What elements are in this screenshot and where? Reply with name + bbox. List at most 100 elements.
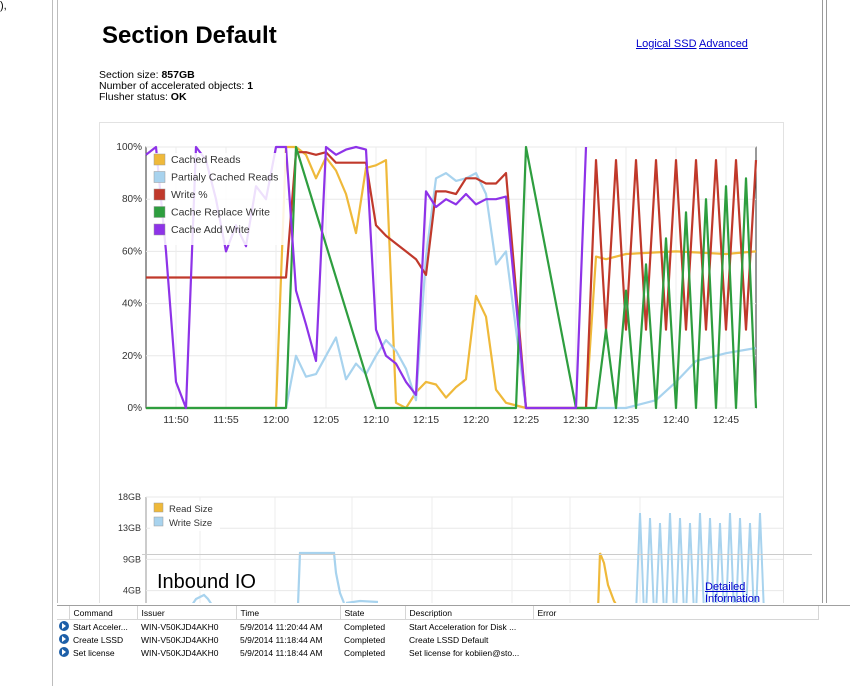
chart1-legend-label: Cached Reads — [171, 154, 240, 166]
chart1-legend-label: Write % — [171, 189, 208, 201]
task-command: Create LSSD — [73, 634, 124, 645]
series-line-partialy-cached-reads — [146, 171, 757, 410]
scrollbar-track-edge-outer — [826, 0, 827, 603]
task-table: Command Issuer Time State Description Er… — [57, 606, 819, 659]
accelerated-objects-value: 1 — [247, 80, 254, 92]
chart2-y-tick-label: 18GB — [118, 492, 141, 502]
chart1-legend-swatch — [153, 153, 166, 166]
section-links: Logical SSD Advanced — [636, 38, 748, 50]
task-row[interactable]: Set license WIN-V50KJD4AKH0 5/9/2014 11:… — [57, 646, 818, 659]
y-tick-label: 40% — [122, 299, 142, 310]
panel-border — [57, 0, 58, 603]
page-title: Section Default — [102, 22, 277, 49]
section-content: Section Default Logical SSD Advanced Sec… — [58, 0, 822, 603]
x-tick-label: 12:30 — [563, 414, 589, 426]
task-error — [533, 620, 818, 634]
y-tick-label: 80% — [122, 194, 142, 205]
flusher-status-label: Flusher status: — [99, 91, 171, 103]
series-line-read-size — [597, 552, 617, 603]
task-time: 5/9/2014 11:20:44 AM — [240, 621, 323, 632]
cache-stats-chart: 100% 80% 60% 40% 20% 0% 11:50 11:55 12:00 12:05 12… — [116, 142, 783, 603]
panel-divider — [52, 0, 53, 686]
chart1-legend-swatch — [153, 206, 166, 218]
x-tick-label: 12:00 — [263, 414, 289, 426]
chart1-legend-label: Cache Add Write — [171, 224, 250, 236]
task-header-description[interactable]: Description — [405, 606, 534, 620]
chart1-legend-label: Cache Replace Write — [171, 207, 270, 219]
accelerated-objects-row: Number of accelerated objects: 1 — [99, 81, 253, 92]
task-time: 5/9/2014 11:18:44 AM — [240, 634, 323, 645]
chart2-y-tick-label: 13GB — [118, 523, 141, 533]
task-state: Completed — [344, 634, 386, 645]
x-tick-label: 12:20 — [463, 414, 489, 426]
x-tick-label: 12:05 — [313, 414, 339, 426]
chart-separator — [142, 554, 812, 555]
y-tick-label: 60% — [122, 246, 142, 257]
task-state: Completed — [344, 621, 386, 632]
task-row-icon-cell — [57, 646, 69, 659]
task-issuer: WIN-V50KJD4AKH0 — [141, 634, 219, 645]
task-command: Start Acceler... — [73, 621, 128, 632]
chart1-legend-swatch — [153, 188, 166, 201]
series-line-write-size — [345, 599, 379, 603]
task-status-icon — [59, 620, 69, 631]
chart2-legend-swatch — [153, 502, 164, 513]
chart2-legend-label: Write Size — [169, 518, 212, 529]
chart2-legend-label: Read Size — [169, 504, 213, 515]
task-header-issuer[interactable]: Issuer — [137, 606, 237, 620]
inbound-io-title: Inbound IO — [157, 571, 256, 593]
task-row-icon-cell — [57, 633, 69, 646]
chart1-legend-swatch — [153, 171, 166, 183]
x-tick-label: 11:50 — [163, 414, 189, 426]
task-header-state[interactable]: State — [340, 606, 406, 620]
task-header-command[interactable]: Command — [69, 606, 138, 620]
task-row[interactable]: Start Acceler... WIN-V50KJD4AKH0 5/9/201… — [57, 620, 818, 634]
logical-ssd-link[interactable]: Logical SSD — [636, 38, 697, 50]
task-status-icon — [59, 633, 69, 644]
flusher-status-row: Flusher status: OK — [99, 92, 253, 103]
task-error — [533, 633, 818, 646]
chart2-y-tick-label: 9GB — [123, 554, 141, 564]
chart1-legend-swatch — [153, 223, 166, 236]
scrollbar-track-edge — [822, 0, 823, 603]
task-header-error[interactable]: Error — [533, 606, 819, 620]
task-issuer: WIN-V50KJD4AKH0 — [141, 621, 219, 632]
task-time: 5/9/2014 11:18:44 AM — [240, 647, 323, 658]
section-size-label: Section size: — [99, 69, 162, 81]
task-table-header: Command Issuer Time State Description Er… — [57, 606, 819, 620]
accelerated-objects-label: Number of accelerated objects: — [99, 80, 248, 92]
series-line-write-size — [192, 593, 212, 603]
series-line-cached-reads — [146, 145, 757, 410]
y-tick-label: 100% — [116, 142, 142, 153]
task-status-icon — [59, 646, 69, 657]
task-state: Completed — [344, 647, 386, 658]
chart1-legend-label: Partialy Cached Reads — [171, 172, 278, 184]
task-row[interactable]: Create LSSD WIN-V50KJD4AKH0 5/9/2014 11:… — [57, 633, 818, 646]
x-tick-label: 12:45 — [713, 414, 739, 426]
task-description: Start Acceleration for Disk ... — [409, 621, 517, 632]
flusher-status-value: OK — [170, 91, 187, 103]
y-tick-label: 20% — [122, 351, 142, 362]
x-tick-label: 11:55 — [213, 414, 239, 426]
series-line-write-size — [296, 551, 346, 603]
task-description: Set license for kobiien@sto... — [409, 647, 520, 658]
charts-card: 100% 80% 60% 40% 20% 0% 11:50 11:55 12:00 12:05 12… — [99, 122, 812, 603]
x-tick-label: 12:15 — [413, 414, 439, 426]
truncated-text-fragment: ), — [0, 0, 7, 12]
x-tick-label: 12:25 — [513, 414, 539, 426]
task-command: Set license — [73, 647, 115, 658]
task-description: Create LSSD Default — [409, 634, 489, 645]
series-line-write-size — [635, 512, 765, 603]
task-error — [533, 646, 818, 659]
task-row-icon-cell — [57, 620, 69, 634]
x-tick-label: 12:35 — [613, 414, 639, 426]
chart1-legend-box — [150, 153, 286, 245]
series-line-cache-replace-write — [146, 145, 758, 410]
detailed-information-link[interactable]: Detailed Information — [705, 581, 761, 603]
advanced-link[interactable]: Advanced — [699, 38, 748, 50]
y-tick-label: 0% — [128, 403, 143, 414]
chart2-legend-swatch — [153, 516, 164, 527]
section-size-row: Section size: 857GB — [99, 70, 253, 81]
task-header-time[interactable]: Time — [236, 606, 341, 620]
section-info: Section size: 857GB Number of accelerate… — [99, 70, 253, 103]
